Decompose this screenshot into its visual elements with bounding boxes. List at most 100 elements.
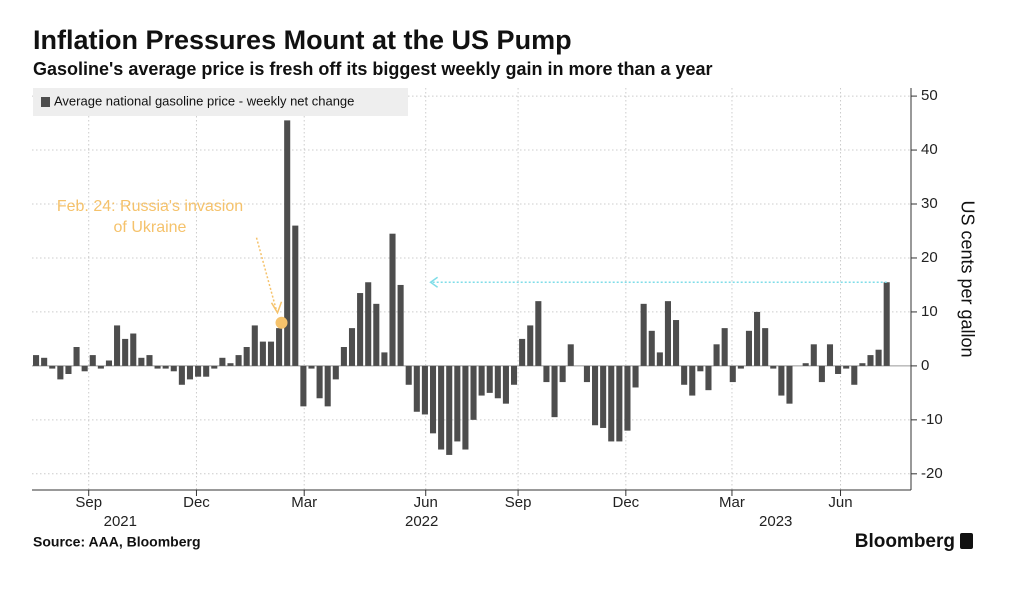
bar: [770, 365, 777, 369]
annotation-arrowhead: [429, 276, 439, 288]
bar: [267, 341, 275, 366]
bar: [114, 325, 121, 366]
x-tick-label: Sep: [505, 494, 532, 511]
bar: [348, 328, 356, 366]
bar: [292, 225, 299, 366]
bar: [721, 328, 728, 366]
bar: [235, 355, 242, 366]
bar: [551, 365, 558, 418]
brand: Bloomberg: [855, 531, 955, 552]
bar: [41, 357, 48, 366]
bar: [713, 344, 720, 366]
bar: [583, 365, 590, 383]
bar: [867, 355, 874, 366]
bar: [227, 363, 234, 366]
bar: [178, 365, 185, 385]
bar: [429, 365, 437, 434]
bar: [762, 328, 769, 366]
y-tick-label: 0: [921, 357, 929, 374]
x-tick-label: Mar: [291, 494, 317, 511]
x-group-label: 2021: [104, 513, 137, 530]
bar: [162, 365, 169, 369]
bar: [446, 365, 453, 455]
bar: [656, 352, 663, 366]
bar: [559, 365, 566, 383]
legend-box: [33, 88, 408, 116]
bar: [624, 365, 631, 431]
bar: [357, 293, 364, 366]
bar: [600, 365, 607, 428]
y-tick-label: 50: [921, 87, 938, 104]
bar: [57, 365, 64, 380]
bar: [219, 357, 226, 366]
annotation-dot: [275, 316, 288, 329]
x-tick-label: Sep: [75, 494, 102, 511]
chart-subtitle: Gasoline's average price is fresh off it…: [33, 59, 713, 79]
bar: [502, 365, 509, 404]
y-tick-label: -10: [921, 411, 943, 428]
bar: [737, 365, 744, 369]
bar: [438, 365, 445, 450]
bar: [251, 325, 258, 366]
x-group-label: 2022: [405, 513, 438, 530]
bar: [195, 365, 202, 377]
bar: [802, 363, 809, 366]
bar: [33, 355, 40, 366]
bar: [745, 330, 753, 366]
bar: [373, 303, 380, 366]
bar: [664, 301, 671, 366]
source: Source: AAA, Bloomberg: [33, 534, 201, 550]
bar: [154, 365, 161, 369]
annotation-text: Feb. 24: Russia's invasion: [57, 198, 243, 215]
bar: [413, 365, 420, 412]
bar: [810, 344, 817, 366]
bar: [397, 284, 404, 366]
x-tick-label: Jun: [828, 494, 852, 511]
bar: [697, 365, 704, 372]
bar: [405, 365, 412, 385]
bar: [259, 341, 266, 366]
bar: [535, 301, 542, 366]
bar: [138, 357, 145, 366]
bar: [818, 365, 825, 383]
bar: [859, 363, 866, 366]
annotation-text: of Ukraine: [114, 219, 187, 236]
bar: [729, 365, 736, 383]
x-tick-label: Mar: [719, 494, 745, 511]
y-tick-label: 30: [921, 195, 938, 212]
bar: [365, 282, 372, 366]
bar: [778, 365, 785, 396]
bar: [616, 365, 623, 442]
y-tick-label: 40: [921, 141, 938, 158]
bar: [843, 365, 850, 369]
bar: [640, 303, 647, 366]
x-tick-label: Dec: [183, 494, 210, 511]
bar: [883, 282, 890, 366]
bar: [510, 365, 518, 385]
bar: [608, 365, 615, 442]
y-axis-label: US cents per gallon: [957, 200, 977, 357]
bar: [592, 365, 599, 426]
bar: [203, 365, 210, 377]
bar: [211, 365, 218, 369]
bar: [705, 365, 712, 391]
bar: [754, 311, 761, 366]
bar: [632, 365, 639, 388]
bar: [494, 365, 501, 399]
bar: [519, 338, 526, 366]
bar: [478, 365, 485, 396]
bar: [875, 349, 882, 366]
x-tick-label: Dec: [612, 494, 639, 511]
bar: [786, 365, 793, 404]
bar: [462, 365, 469, 450]
bar: [421, 365, 428, 415]
bar: [681, 365, 688, 385]
bar: [276, 328, 283, 366]
bar: [300, 365, 307, 407]
bar: [673, 320, 680, 366]
y-tick-label: 20: [921, 249, 938, 266]
bar: [324, 365, 331, 407]
bar: [73, 347, 80, 366]
bar: [308, 365, 315, 369]
bar: [486, 365, 493, 393]
